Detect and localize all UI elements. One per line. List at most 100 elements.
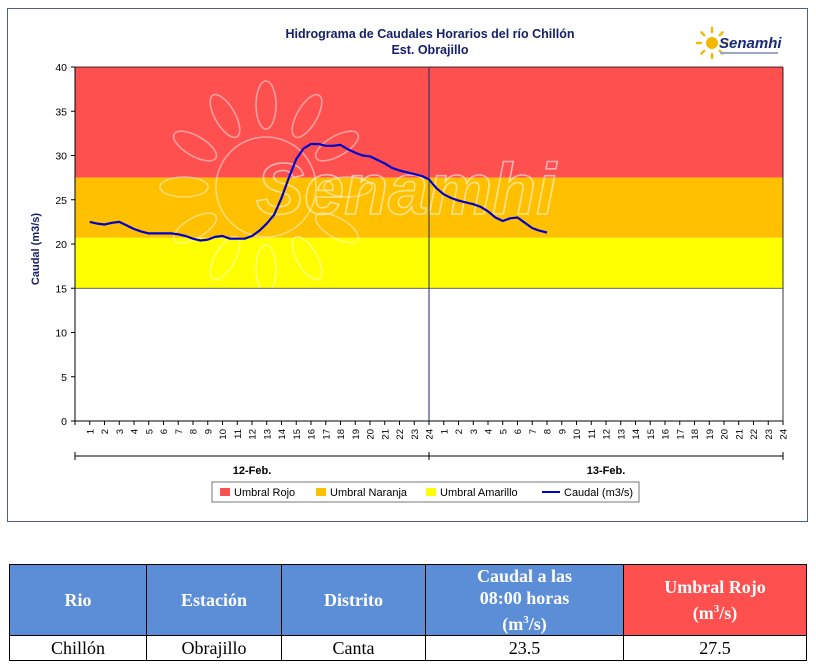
x-tick-label: 14 xyxy=(631,429,642,440)
x-tick-label: 15 xyxy=(646,429,657,440)
cell-caudal: 23.5 xyxy=(425,635,624,661)
watermark-sun-icon xyxy=(159,80,373,294)
x-tick-label: 7 xyxy=(528,429,539,434)
chart-frame: Hidrograma de Caudales Horarios del río … xyxy=(7,8,808,522)
x-tick-label: 2 xyxy=(454,429,465,434)
header-umbral-rojo: Umbral Rojo (m3/s) xyxy=(623,564,807,636)
x-tick-label: 10 xyxy=(572,429,583,440)
cell-rio: Chillón xyxy=(9,635,147,661)
x-tick-label: 9 xyxy=(557,429,568,434)
x-tick-labels: 1 2 3 4 5 6 7 8 9 10 11 12 13 14 15 16 17 18 19 20 21 22 23 24 1… xyxy=(85,429,789,440)
legend-swatch xyxy=(316,488,326,496)
header-caudal-unit: (m3/s) xyxy=(502,614,547,634)
x-tick-label: 1 xyxy=(439,429,450,434)
y-tick-label: 15 xyxy=(55,283,67,295)
x-tick-label: 8 xyxy=(543,429,554,434)
x-tick-label: 9 xyxy=(203,429,214,434)
table-header-row: Rio Estación Distrito Caudal a las 08:00… xyxy=(9,564,807,636)
series-line-caudal xyxy=(89,142,548,242)
x-tick-label: 11 xyxy=(587,429,598,439)
y-tick-labels: 0 5 10 15 20 25 30 35 40 xyxy=(55,62,75,428)
y-tick-label: 0 xyxy=(61,416,67,428)
x-tick-label: 22 xyxy=(395,429,406,440)
header-caudal-line2: 08:00 horas xyxy=(479,588,570,608)
x-tick-label: 5 xyxy=(144,429,155,434)
x-tick-label: 16 xyxy=(307,429,318,440)
hydrograph-chart: Hidrograma de Caudales Horarios del río … xyxy=(30,26,790,503)
x-tick-label: 19 xyxy=(705,429,716,440)
x-tick-label: 22 xyxy=(749,429,760,440)
x-tick-label: 13 xyxy=(616,429,627,440)
senamhi-watermark: Senamhi xyxy=(159,80,559,294)
y-tick-label: 5 xyxy=(61,372,67,384)
date-axis: 12-Feb. 13-Feb. xyxy=(74,452,784,477)
logo-text: Senamhi xyxy=(719,35,782,52)
chart-title: Hidrograma de Caudales Horarios del río … xyxy=(286,27,575,41)
legend-label: Umbral Naranja xyxy=(330,487,408,499)
cell-distrito: Canta xyxy=(281,635,426,661)
x-tick-label: 7 xyxy=(174,429,185,434)
x-tick-label: 13 xyxy=(262,429,273,440)
date-label: 12-Feb. xyxy=(233,465,272,477)
header-caudal: Caudal a las 08:00 horas (m3/s) xyxy=(425,564,624,636)
header-estacion: Estación xyxy=(146,564,282,636)
x-tick-label: 12 xyxy=(248,429,259,440)
cell-estacion: Obrajillo xyxy=(146,635,282,661)
x-tick-label: 21 xyxy=(734,429,745,440)
x-tick-label: 17 xyxy=(321,429,332,440)
x-tick-label: 10 xyxy=(218,429,229,440)
x-tick-label: 16 xyxy=(661,429,672,440)
chart-subtitle: Est. Obrajillo xyxy=(391,43,468,57)
x-tick-label: 21 xyxy=(380,429,391,440)
legend-swatch xyxy=(220,488,230,496)
y-tick-label: 20 xyxy=(55,239,67,251)
legend-box xyxy=(211,481,640,503)
y-tick-label: 35 xyxy=(55,106,67,118)
x-tick-label: 18 xyxy=(690,429,701,440)
x-tick-label: 4 xyxy=(484,429,495,434)
chart-legend: Umbral Rojo Umbral Naranja Umbral Amarillo… xyxy=(211,481,640,503)
y-tick-label: 40 xyxy=(55,62,67,74)
x-tick-label: 15 xyxy=(292,429,303,440)
date-label: 13-Feb. xyxy=(587,465,626,477)
x-tick-label: 23 xyxy=(764,429,775,440)
x-tick-label: 14 xyxy=(277,429,288,440)
x-tick-label: 18 xyxy=(336,429,347,440)
y-axis-label: Caudal (m3/s) xyxy=(30,213,42,285)
x-tick-label: 3 xyxy=(469,429,480,434)
header-distrito: Distrito xyxy=(281,564,426,636)
x-tick-label: 12 xyxy=(602,429,613,440)
y-tick-label: 10 xyxy=(55,328,67,340)
x-tick-label: 1 xyxy=(85,429,96,434)
x-tick-label: 8 xyxy=(189,429,200,434)
header-caudal-line1: Caudal a las xyxy=(476,566,573,586)
legend-label: Umbral Rojo xyxy=(234,487,295,499)
legend-label: Caudal (m3/s) xyxy=(564,487,633,499)
x-tick-label: 19 xyxy=(351,429,362,440)
caudal-series xyxy=(89,142,548,242)
x-tick-label: 5 xyxy=(498,429,509,434)
legend-label: Umbral Amarillo xyxy=(440,487,518,499)
header-umbral-unit: (m3/s) xyxy=(692,603,738,623)
y-tick-label: 30 xyxy=(55,151,67,163)
x-tick-label: 24 xyxy=(779,429,790,440)
header-rio: Rio xyxy=(9,564,147,636)
x-tick-label: 17 xyxy=(675,429,686,440)
legend-swatch xyxy=(426,488,436,496)
x-tick-label: 6 xyxy=(159,429,170,434)
x-tick-label: 3 xyxy=(115,429,126,434)
x-tick-label: 6 xyxy=(513,429,524,434)
station-info-table: Rio Estación Distrito Caudal a las 08:00… xyxy=(9,564,807,661)
senamhi-logo: Senamhi xyxy=(695,26,782,60)
header-umbral-line1: Umbral Rojo xyxy=(664,577,766,597)
y-tick-label: 25 xyxy=(55,195,67,207)
x-tick-label: 4 xyxy=(130,429,141,434)
x-tick-label: 20 xyxy=(366,429,377,440)
x-tick-label: 2 xyxy=(100,429,111,434)
x-tick-label: 23 xyxy=(410,429,421,440)
x-tick-label: 11 xyxy=(233,429,244,439)
watermark-text: Senamhi xyxy=(256,150,558,230)
table-row: Chillón Obrajillo Canta 23.5 27.5 xyxy=(9,635,807,661)
x-tick-label: 20 xyxy=(720,429,731,440)
x-tick-label: 24 xyxy=(425,429,436,440)
